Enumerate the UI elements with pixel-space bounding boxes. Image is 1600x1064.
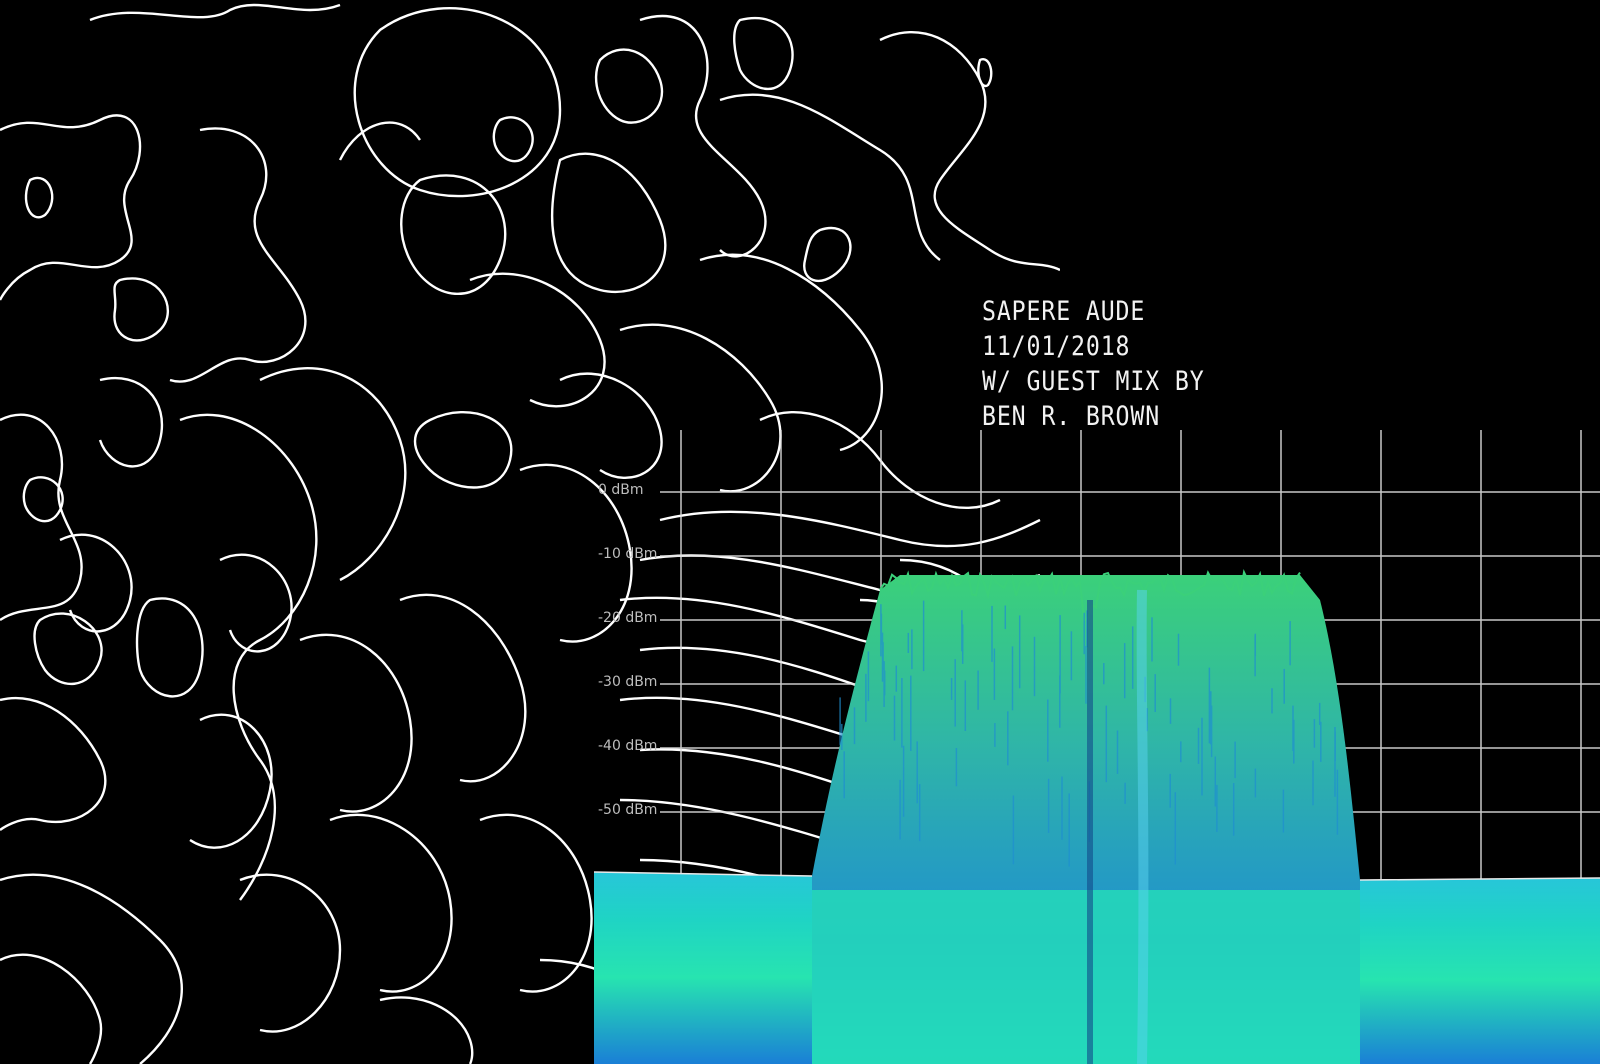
event-guest-name: BEN R. BROWN <box>982 401 1161 432</box>
level-label: -30 dBm <box>598 674 658 690</box>
signal-band-floor <box>812 890 1360 1064</box>
event-date: 11/01/2018 <box>982 331 1131 362</box>
event-caption: SAPERE AUDE 11/01/2018 W/ GUEST MIX BY B… <box>982 294 1205 434</box>
level-label: -20 dBm <box>598 610 658 626</box>
carrier-spike <box>1136 589 1149 1064</box>
level-label: -10 dBm <box>598 546 658 562</box>
noise-floor <box>594 872 840 1064</box>
event-title: SAPERE AUDE <box>982 296 1146 327</box>
noise-floor-right <box>1330 878 1600 1064</box>
noise-edge <box>593 871 1600 881</box>
level-label: 0 dBm <box>598 482 644 498</box>
level-label: -50 dBm <box>598 802 658 818</box>
signal-streaks <box>839 600 1339 867</box>
event-guest-line: W/ GUEST MIX BY <box>982 366 1205 397</box>
level-label: -40 dBm <box>598 738 658 754</box>
